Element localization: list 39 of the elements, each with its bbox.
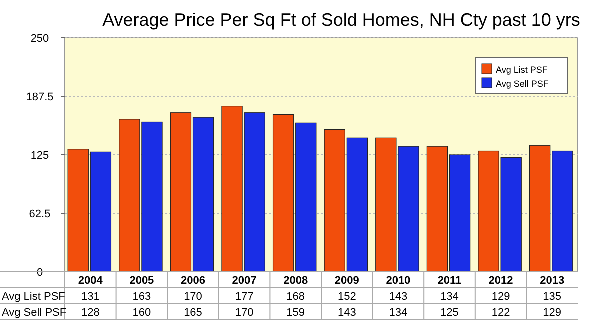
data-label: 177 [235, 291, 254, 303]
data-label: 159 [286, 307, 306, 319]
y-tick-label: 125 [30, 150, 50, 162]
x-tick-label: 2007 [232, 275, 257, 287]
data-label: 168 [286, 291, 306, 303]
data-label: 129 [543, 307, 562, 319]
x-tick-label: 2005 [130, 275, 154, 287]
x-tick-label: 2004 [78, 275, 104, 287]
data-label: 134 [440, 291, 459, 303]
data-label: 129 [492, 291, 510, 303]
legend-label: Avg List PSF [496, 65, 548, 75]
chart-title: Average Price Per Sq Ft of Sold Homes, NH Cty past 10 yrs [102, 10, 580, 30]
data-label: 134 [389, 307, 408, 319]
x-tick-label: 2010 [386, 275, 411, 287]
data-label: 143 [389, 291, 408, 303]
x-tick-label: 2011 [438, 275, 462, 287]
data-label: 160 [132, 307, 152, 319]
data-label: 122 [492, 307, 510, 319]
x-tick-label: 2009 [334, 275, 360, 287]
text: Avg List PSF [2, 291, 66, 303]
y-tick-label: 62.5 [29, 208, 51, 220]
data-label: 131 [81, 291, 100, 303]
text: Avg Sell PSF [2, 307, 67, 319]
data-label: 125 [440, 307, 459, 319]
x-tick-label: 2012 [488, 275, 514, 287]
data-label: 170 [184, 291, 202, 303]
data-label: 165 [184, 307, 202, 319]
data-label: 135 [543, 291, 562, 303]
x-tick-label: 2013 [540, 275, 565, 287]
x-tick-label: 2008 [284, 275, 308, 287]
legend-label: Avg Sell PSF [496, 79, 550, 89]
data-label: 143 [338, 307, 356, 319]
x-tick-label: 2006 [181, 275, 206, 287]
data-label: 170 [235, 307, 254, 319]
data-label: 152 [338, 291, 356, 303]
y-tick-label: 250 [30, 33, 50, 45]
data-label: 163 [132, 291, 152, 303]
data-label: 128 [81, 307, 100, 319]
y-tick-label: 187.5 [26, 92, 54, 104]
